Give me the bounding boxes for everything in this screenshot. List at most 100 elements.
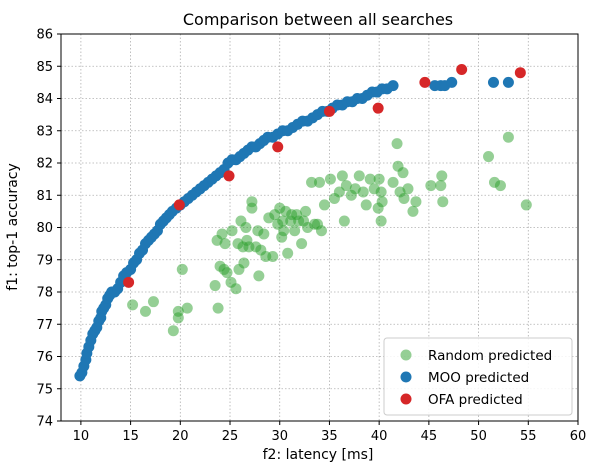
data-point (172, 312, 184, 324)
y-tick-label: 83 (36, 124, 53, 139)
x-tick-label: 15 (122, 429, 139, 444)
y-tick-label: 74 (36, 415, 53, 430)
data-point (258, 228, 270, 240)
y-tick-label: 86 (36, 28, 53, 43)
data-point (456, 63, 468, 75)
x-tick-label: 10 (73, 429, 90, 444)
data-point (502, 131, 514, 143)
data-point (364, 173, 376, 185)
data-point (230, 283, 242, 295)
data-point (278, 225, 290, 237)
y-tick-label: 85 (36, 60, 53, 75)
legend: Random predicted MOO predicted OFA predi… (383, 337, 573, 416)
data-point (324, 173, 336, 185)
y-tick-label: 78 (36, 286, 53, 301)
data-point (176, 263, 188, 275)
data-point (376, 196, 388, 208)
data-point (300, 205, 312, 217)
data-point (336, 170, 348, 182)
legend-label-random: Random predicted (428, 348, 552, 364)
data-point (209, 280, 221, 292)
data-point (219, 238, 231, 250)
x-tick-label: 50 (470, 429, 487, 444)
data-point (296, 238, 308, 250)
data-point (246, 196, 258, 208)
data-point (483, 151, 495, 163)
chart-title: Comparison between all searches (183, 10, 453, 29)
legend-label-moo: MOO predicted (428, 370, 529, 386)
series-0 (127, 131, 532, 337)
data-point (277, 215, 289, 227)
data-point (487, 76, 499, 88)
y-tick-label: 77 (36, 318, 53, 333)
data-point (514, 67, 526, 79)
data-point (289, 225, 301, 237)
data-point (127, 299, 139, 311)
x-tick-label: 60 (570, 429, 587, 444)
data-point (315, 225, 327, 237)
y-tick-label: 79 (36, 253, 53, 268)
legend-marker-moo (400, 371, 412, 383)
data-point (147, 296, 159, 308)
data-point (387, 80, 399, 92)
y-axis-label: f1: top-1 accuracy (5, 163, 21, 291)
data-point (340, 180, 352, 192)
data-point (375, 215, 387, 227)
data-point (240, 222, 252, 233)
y-tick-label: 75 (36, 382, 53, 397)
data-point (397, 167, 409, 179)
data-point (425, 180, 437, 192)
data-point (333, 186, 345, 198)
data-point (446, 76, 458, 88)
x-tick-label: 40 (371, 429, 388, 444)
x-axis: 10 15 20 25 30 35 40 45 50 55 60 (73, 421, 587, 444)
data-point (282, 247, 294, 259)
y-tick-label: 76 (36, 350, 53, 365)
data-point (391, 138, 403, 150)
data-point (181, 302, 193, 314)
legend-label-ofa: OFA predicted (428, 392, 523, 408)
y-axis: 74 75 76 77 78 79 80 81 82 83 84 85 86 (36, 28, 61, 430)
x-tick-label: 30 (271, 429, 288, 444)
data-point (318, 199, 330, 211)
data-point (226, 225, 238, 237)
data-point (435, 180, 447, 192)
x-tick-label: 25 (222, 429, 239, 444)
y-tick-label: 84 (36, 92, 53, 107)
y-tick-label: 82 (36, 157, 53, 172)
data-point (216, 228, 228, 240)
data-point (140, 305, 152, 317)
series-layer (74, 63, 532, 382)
data-point (221, 267, 233, 279)
data-point (372, 102, 384, 114)
legend-marker-ofa (400, 393, 412, 405)
x-tick-label: 35 (321, 429, 338, 444)
data-point (402, 183, 414, 195)
series-1 (74, 76, 514, 382)
data-point (436, 170, 448, 182)
data-point (360, 199, 372, 211)
data-point (502, 76, 514, 88)
data-point (520, 199, 532, 211)
data-point (387, 176, 399, 188)
data-point (173, 199, 185, 211)
x-tick-label: 45 (421, 429, 438, 444)
data-point (375, 186, 387, 198)
data-point (323, 105, 335, 117)
data-point (373, 173, 385, 185)
data-point (212, 302, 224, 314)
data-point (167, 325, 179, 337)
data-point (253, 270, 265, 282)
y-tick-label: 81 (36, 189, 53, 204)
legend-box (383, 337, 573, 416)
y-tick-label: 80 (36, 221, 53, 236)
data-point (437, 196, 449, 208)
x-axis-label: f2: latency [ms] (263, 447, 374, 463)
data-point (272, 141, 284, 153)
x-tick-label: 55 (520, 429, 537, 444)
data-point (357, 186, 369, 198)
data-point (338, 215, 350, 227)
data-point (407, 205, 419, 217)
data-point (306, 176, 318, 188)
